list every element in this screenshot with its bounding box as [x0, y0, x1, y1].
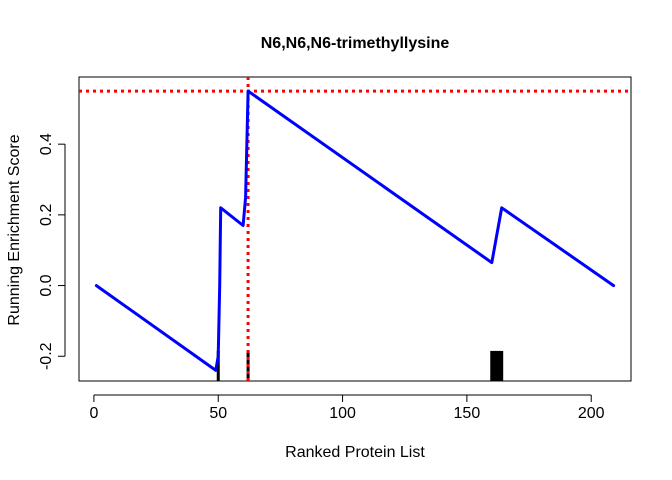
- x-axis-label: Ranked Protein List: [285, 444, 425, 461]
- running-score-line: [94, 89, 616, 372]
- y-axis: -0.2 0.0 0.2 0.4: [38, 133, 66, 370]
- x-axis: 0 50 100 150 200: [89, 394, 605, 422]
- x-tick-label: 200: [578, 405, 605, 422]
- y-tick-label: 0.4: [38, 133, 55, 155]
- plot-frame: [78, 76, 632, 382]
- x-tick-label: 150: [454, 405, 481, 422]
- y-tick-label: -0.2: [38, 342, 55, 370]
- y-axis-label: Running Enrichment Score: [6, 134, 23, 325]
- plot-area: [79, 77, 631, 381]
- y-tick-label: 0.2: [38, 204, 55, 226]
- y-tick-label: 0.0: [38, 274, 55, 296]
- x-tick-label: 100: [329, 405, 356, 422]
- chart-title: N6,N6,N6-trimethyllysine: [261, 35, 450, 52]
- x-tick-label: 50: [209, 405, 227, 422]
- x-tick-label: 0: [89, 405, 98, 422]
